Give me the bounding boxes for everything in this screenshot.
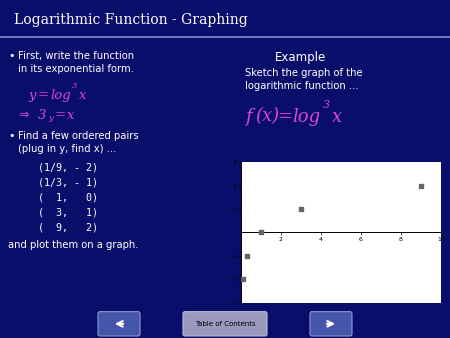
- Text: •: •: [8, 51, 14, 61]
- Point: [257, 230, 264, 235]
- Text: 3: 3: [72, 81, 77, 90]
- Text: log: log: [292, 107, 320, 125]
- Text: (  1,   0): ( 1, 0): [38, 193, 98, 202]
- Text: ⇒: ⇒: [18, 108, 28, 122]
- Point: [297, 206, 304, 212]
- FancyBboxPatch shape: [183, 312, 267, 336]
- Text: Table of Contents: Table of Contents: [195, 321, 255, 327]
- Text: (x): (x): [255, 107, 279, 125]
- Text: logarithmic function ...: logarithmic function ...: [245, 80, 359, 91]
- Text: x: x: [67, 108, 75, 122]
- Point: [244, 253, 251, 259]
- Text: =: =: [55, 108, 66, 122]
- Text: =: =: [277, 107, 292, 125]
- Text: y: y: [48, 114, 53, 122]
- Text: =: =: [38, 89, 49, 101]
- Text: Example: Example: [274, 51, 326, 64]
- Text: 3: 3: [38, 108, 46, 122]
- Point: [239, 276, 247, 282]
- Text: y: y: [28, 89, 36, 101]
- Text: •: •: [8, 130, 14, 141]
- Text: (1/9, - 2): (1/9, - 2): [38, 163, 98, 173]
- Text: First, write the function: First, write the function: [18, 51, 134, 61]
- Text: (  3,   1): ( 3, 1): [38, 208, 98, 218]
- Text: 3: 3: [323, 100, 330, 110]
- Text: in its exponential form.: in its exponential form.: [18, 64, 134, 74]
- Text: Find a few ordered pairs: Find a few ordered pairs: [18, 130, 139, 141]
- Text: (1/3, - 1): (1/3, - 1): [38, 177, 98, 188]
- Text: Logarithmic Function - Graphing: Logarithmic Function - Graphing: [14, 13, 247, 27]
- Text: f: f: [245, 107, 252, 125]
- Text: x: x: [79, 89, 86, 101]
- Point: [418, 183, 425, 188]
- Text: log: log: [50, 89, 71, 101]
- FancyBboxPatch shape: [98, 312, 140, 336]
- Text: and plot them on a graph.: and plot them on a graph.: [8, 240, 139, 249]
- Text: (plug in y, find x) ...: (plug in y, find x) ...: [18, 144, 117, 153]
- Text: x: x: [332, 107, 342, 125]
- Text: (  9,   2): ( 9, 2): [38, 223, 98, 233]
- Text: Sketch the graph of the: Sketch the graph of the: [245, 68, 363, 77]
- FancyBboxPatch shape: [310, 312, 352, 336]
